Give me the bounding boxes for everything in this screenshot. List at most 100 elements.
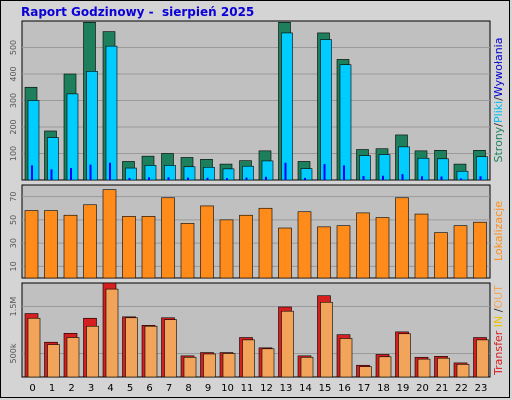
bar-wywolania-14 xyxy=(304,177,306,180)
x-tick-label-21: 21 xyxy=(436,383,449,394)
bar-wywolania-7 xyxy=(167,177,170,180)
bar-pliki-3 xyxy=(86,71,98,181)
report-title: Raport Godzinowy - sierpień 2025 xyxy=(21,5,255,19)
bar-transfer-out-7 xyxy=(164,319,177,378)
bar-transfer-out-21 xyxy=(437,357,450,378)
y-tick-label-locations: 10 xyxy=(9,261,18,271)
bar-lokalizacje-22 xyxy=(453,225,468,279)
bar-transfer-out-3 xyxy=(86,325,99,378)
y-tick-label-locations: 70 xyxy=(9,192,18,202)
legend-transfer-part: OUT xyxy=(492,285,505,309)
bar-transfer-out-6 xyxy=(144,325,158,378)
x-tick-label-6: 6 xyxy=(146,383,152,394)
bar-wywolania-0 xyxy=(31,165,33,180)
bar-wywolania-23 xyxy=(479,176,482,180)
bar-wywolania-9 xyxy=(206,177,209,180)
legend-strony-pliki-wywolania: Strony/Pliki/Wywołania xyxy=(492,38,505,163)
legend-transfer-part: IN xyxy=(492,312,505,330)
bar-transfer-out-13 xyxy=(281,310,294,378)
bar-transfer-out-9 xyxy=(203,353,216,378)
bar-pliki-8 xyxy=(183,166,196,181)
bar-transfer-out-0 xyxy=(27,317,41,378)
bar-pliki-1 xyxy=(47,137,59,181)
bar-pliki-11 xyxy=(242,165,254,181)
bar-wywolania-11 xyxy=(245,177,248,180)
bar-wywolania-1 xyxy=(50,169,53,180)
bar-lokalizacje-10 xyxy=(219,219,234,279)
bar-pliki-5 xyxy=(125,167,137,181)
bar-lokalizacje-5 xyxy=(122,216,136,279)
legend-strony-pliki-wywolania-part: Wywołania xyxy=(492,38,505,98)
bar-lokalizacje-17 xyxy=(356,212,370,279)
bar-transfer-out-15 xyxy=(320,301,333,378)
bar-wywolania-8 xyxy=(187,177,189,180)
x-tick-label-13: 13 xyxy=(280,383,293,394)
x-tick-label-16: 16 xyxy=(338,383,351,394)
bar-pliki-2 xyxy=(66,93,79,181)
bar-wywolania-15 xyxy=(323,164,326,180)
bar-lokalizacje-4 xyxy=(102,189,117,279)
y-tick-label-locations: 50 xyxy=(9,215,18,225)
x-tick-label-20: 20 xyxy=(416,383,429,394)
bar-transfer-out-16 xyxy=(339,338,353,378)
bar-wywolania-17 xyxy=(362,176,365,180)
bar-transfer-out-11 xyxy=(242,339,255,378)
bar-pliki-10 xyxy=(222,168,235,181)
x-tick-label-1: 1 xyxy=(49,383,55,394)
legend-transfer: Transfer IN /OUT xyxy=(492,285,505,376)
legend-strony-pliki-wywolania-part: Pliki xyxy=(492,101,505,123)
bar-wywolania-3 xyxy=(89,164,92,180)
x-tick-label-0: 0 xyxy=(29,383,35,394)
bar-transfer-out-8 xyxy=(183,356,197,378)
bar-pliki-14 xyxy=(300,168,313,181)
bar-transfer-out-17 xyxy=(359,366,372,378)
bar-wywolania-2 xyxy=(70,168,72,180)
x-tick-label-2: 2 xyxy=(68,383,74,394)
x-tick-label-9: 9 xyxy=(205,383,211,394)
y-tick-label-pages-files-hits: 500 xyxy=(9,40,18,55)
bar-lokalizacje-23 xyxy=(473,221,487,279)
bar-lokalizacje-16 xyxy=(336,225,351,279)
legend-lokalizacje: Lokalizacje xyxy=(492,201,505,261)
bar-lokalizacje-3 xyxy=(83,204,97,279)
bar-transfer-out-4 xyxy=(105,288,119,378)
bar-pliki-23 xyxy=(476,156,488,181)
bar-transfer-out-12 xyxy=(261,348,275,378)
bar-pliki-13 xyxy=(281,32,293,181)
bar-pliki-15 xyxy=(320,39,332,181)
legend-transfer-part: / xyxy=(492,308,505,312)
bar-transfer-out-23 xyxy=(476,339,489,378)
bar-transfer-out-20 xyxy=(417,358,431,378)
bar-lokalizacje-14 xyxy=(297,211,312,279)
bar-lokalizacje-9 xyxy=(200,205,214,279)
bar-transfer-out-5 xyxy=(125,317,138,378)
legend-strony-pliki-wywolania-part: Strony xyxy=(492,126,505,162)
bar-transfer-out-14 xyxy=(300,356,314,378)
bar-pliki-17 xyxy=(359,155,371,181)
bar-lokalizacje-8 xyxy=(180,223,195,279)
bar-transfer-out-10 xyxy=(222,353,236,378)
y-tick-label-pages-files-hits: 400 xyxy=(9,66,18,81)
bar-pliki-21 xyxy=(437,158,449,181)
x-tick-label-23: 23 xyxy=(475,383,488,394)
bar-pliki-22 xyxy=(456,170,469,181)
x-tick-label-15: 15 xyxy=(319,383,332,394)
y-tick-label-pages-files-hits: 300 xyxy=(9,93,18,108)
bar-pliki-16 xyxy=(339,64,352,181)
bar-transfer-out-18 xyxy=(378,356,392,378)
bar-lokalizacje-21 xyxy=(434,232,448,279)
y-tick-label-transfer: 1.5M xyxy=(9,297,18,317)
bar-pliki-12 xyxy=(261,160,274,181)
bar-wywolania-13 xyxy=(284,162,287,180)
bar-pliki-6 xyxy=(144,165,157,181)
bar-pliki-9 xyxy=(203,166,215,181)
legend-transfer-part: Transfer xyxy=(492,330,505,376)
bar-pliki-0 xyxy=(27,100,40,181)
x-tick-label-18: 18 xyxy=(377,383,390,394)
bar-pliki-18 xyxy=(378,154,391,181)
x-tick-label-19: 19 xyxy=(397,383,410,394)
bar-lokalizacje-7 xyxy=(161,197,175,279)
x-tick-label-17: 17 xyxy=(358,383,371,394)
x-tick-label-5: 5 xyxy=(127,383,133,394)
